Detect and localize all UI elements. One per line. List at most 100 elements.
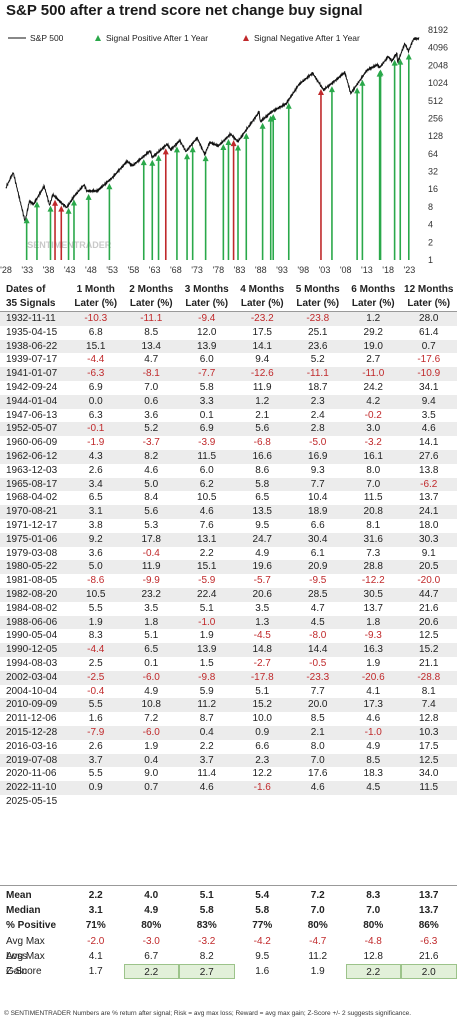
stats-value: 11.2: [308, 950, 328, 962]
return-cell: 4.6: [310, 782, 325, 794]
return-cell: 14.1: [252, 340, 272, 352]
return-cell: 3.7: [88, 754, 103, 766]
return-cell: 18.0: [419, 519, 439, 531]
return-cell: 20.8: [363, 506, 383, 518]
column-header-line: Later (%): [351, 298, 395, 309]
return-cell: -0.5: [309, 657, 327, 669]
table-row: 1932-11-11 -10.3 -11.1 -9.4 -23.2 -23.8 1.2 28.…: [0, 312, 457, 326]
return-cell: 5.0: [88, 561, 103, 573]
return-cell: 11.2: [197, 699, 217, 711]
return-cell: 6.2: [199, 478, 214, 490]
return-cell: 10.5: [86, 588, 106, 600]
stats-value: 4.9: [144, 905, 159, 917]
stats-value: 13.7: [419, 890, 439, 901]
return-cell: 0.9: [255, 726, 270, 738]
return-cell: -10.9: [417, 368, 441, 380]
return-cell: 0.6: [144, 395, 159, 407]
return-cell: 6.5: [255, 492, 270, 504]
return-cell: 4.2: [366, 395, 381, 407]
signal-negative-marker: [162, 148, 169, 155]
return-cell: 8.1: [421, 685, 436, 697]
column-header-line: Later (%): [407, 298, 451, 309]
signal-positive-marker: [259, 122, 266, 129]
return-cell: 3.3: [199, 395, 214, 407]
stats-value: 3.1: [88, 905, 103, 917]
return-cell: 6.6: [310, 519, 325, 531]
table-row: 2015-12-28 -7.9 -6.0 0.4 0.9 2.1 -1.0 10.3: [0, 725, 457, 740]
stats-value: 6.7: [144, 950, 159, 962]
table-row: 1981-08-05 -8.6 -9.9 -5.9 -5.7 -9.5 -12.2 -20.0: [0, 574, 457, 588]
return-cell: 4.6: [199, 506, 214, 518]
return-cell: 8.3: [88, 630, 103, 642]
column-header-line: Later (%): [296, 298, 340, 309]
summary-stats: Mean 2.2 4.0 5.1 5.4 7.2 8.3 13.7 Median 3.1 4.9 5.…: [0, 888, 457, 980]
return-cell: 9.5: [255, 519, 270, 531]
x-tick-label: '03: [319, 265, 331, 275]
return-cell: 20.6: [419, 616, 439, 628]
return-cell: [235, 795, 291, 809]
signal-positive-marker: [377, 69, 384, 76]
return-cell: 11.9: [252, 381, 272, 393]
y-tick-label: 8192: [428, 26, 448, 35]
stats-value: 71%: [85, 920, 106, 932]
return-cell: 28.5: [308, 588, 328, 600]
return-cell: 3.8: [88, 519, 103, 531]
return-cell: 21.1: [419, 657, 439, 669]
return-cell: 13.4: [141, 340, 161, 352]
column-header: 4 Months Later (%): [235, 281, 291, 311]
return-cell: 3.7: [199, 754, 214, 766]
return-cell: 7.3: [366, 547, 381, 559]
return-cell: 3.1: [88, 506, 103, 518]
return-cell: 12.8: [419, 713, 439, 725]
return-cell: 2.3: [310, 395, 325, 407]
stats-row: Median 3.1 4.9 5.8 5.8 7.0 7.0 13.7: [0, 903, 457, 918]
table-row: 2011-12-06 1.6 7.2 8.7 10.0 8.5 4.6 12.8: [0, 712, 457, 726]
return-cell: 0.1: [144, 657, 159, 669]
table-row: 1980-05-22 5.0 11.9 15.1 19.6 20.9 28.8 20.5: [0, 560, 457, 575]
column-header-line: Later (%): [74, 298, 118, 309]
y-tick-label: 512: [428, 96, 443, 106]
return-cell: -1.9: [87, 437, 105, 449]
return-cell: 4.5: [310, 616, 325, 628]
signal-positive-marker: [285, 102, 292, 109]
return-cell: 8.2: [144, 450, 159, 462]
return-cell: -9.5: [309, 575, 327, 587]
return-cell: -8.0: [309, 630, 327, 642]
stats-value: 7.0: [310, 905, 325, 917]
return-cell: -0.1: [87, 423, 105, 435]
return-cell: 10.0: [252, 713, 272, 725]
return-cell: 6.3: [88, 409, 103, 421]
signal-positive-marker: [106, 183, 113, 190]
stats-value: 2.2: [88, 890, 103, 901]
stats-value: -6.3: [420, 935, 438, 947]
x-tick-label: '23: [404, 265, 416, 275]
return-cell: 28.8: [363, 561, 383, 573]
return-cell: 5.0: [144, 478, 159, 490]
return-cell: 2.7: [366, 354, 381, 366]
return-cell: 6.5: [144, 644, 159, 656]
y-tick-label: 4096: [428, 43, 448, 53]
x-tick-label: '88: [255, 265, 267, 275]
return-cell: 10.8: [141, 699, 161, 711]
return-cell: 15.2: [419, 644, 439, 656]
table-row: 2019-07-08 3.7 0.4 3.7 2.3 7.0 8.5 12.5: [0, 753, 457, 768]
return-cell: 1.9: [88, 616, 103, 628]
return-cell: 8.7: [199, 713, 214, 725]
column-header-line: Later (%): [240, 298, 284, 309]
column-header-line: 3 Months: [184, 284, 229, 295]
table-row: 1938-06-22 15.1 13.4 13.9 14.1 23.6 19.0 0.7: [0, 339, 457, 354]
return-cell: 5.2: [144, 423, 159, 435]
stats-value: 86%: [418, 920, 439, 932]
signal-date-cell: 1975-01-06: [6, 533, 58, 545]
column-header-line: 6 Months: [351, 284, 396, 295]
signal-positive-marker: [397, 58, 404, 65]
return-cell: 30.5: [363, 588, 383, 600]
signal-positive-marker: [270, 113, 277, 120]
return-cell: 9.3: [310, 464, 325, 476]
x-tick-label: '08: [340, 265, 352, 275]
results-table: Dates of 35 Signals 1 Month Later (%) 2 Mont…: [0, 281, 457, 809]
return-cell: -3.7: [142, 437, 160, 449]
column-header: 5 Months Later (%): [290, 281, 346, 311]
return-cell: -17.8: [250, 671, 274, 683]
return-cell: 6.0: [199, 464, 214, 476]
